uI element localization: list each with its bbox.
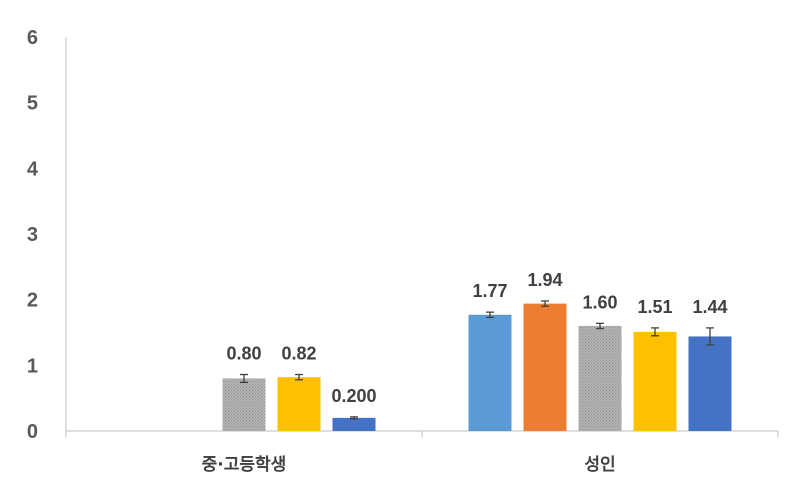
data-label: 0.80 (226, 344, 261, 364)
x-category-label: 성인 (584, 455, 615, 475)
y-tick-label: 2 (27, 290, 38, 312)
y-tick-label: 4 (27, 158, 39, 180)
data-label: 0.200 (331, 386, 376, 406)
x-axis-categories: 중·고등학생 성인 (202, 455, 616, 475)
y-tick-label: 6 (27, 27, 38, 49)
data-label: 1.60 (582, 292, 617, 312)
bar (222, 378, 266, 431)
y-tick-label: 5 (27, 93, 38, 115)
bar (277, 377, 321, 431)
y-tick-label: 0 (27, 421, 38, 443)
bar (523, 303, 567, 431)
bar (633, 331, 677, 431)
y-tick-label: 1 (27, 355, 38, 377)
data-label: 1.94 (527, 270, 562, 290)
data-label: 1.77 (472, 281, 507, 301)
x-axis-tick-marks (65, 431, 779, 437)
data-label: 1.44 (692, 297, 727, 317)
bar (332, 417, 376, 431)
y-axis-ticks: 0 1 2 3 4 5 6 (27, 27, 39, 443)
bar (688, 336, 732, 431)
bar (578, 325, 622, 431)
y-tick-label: 3 (27, 224, 38, 246)
x-category-label: 중·고등학생 (202, 455, 287, 475)
data-labels-group: 0.80 0.82 0.200 1.77 1.94 1.60 1.51 1.44 (226, 270, 727, 406)
data-label: 0.82 (281, 344, 316, 364)
bar (468, 314, 512, 431)
data-label: 1.51 (637, 297, 672, 317)
bars-group (222, 303, 732, 431)
error-bars-group (240, 300, 714, 420)
